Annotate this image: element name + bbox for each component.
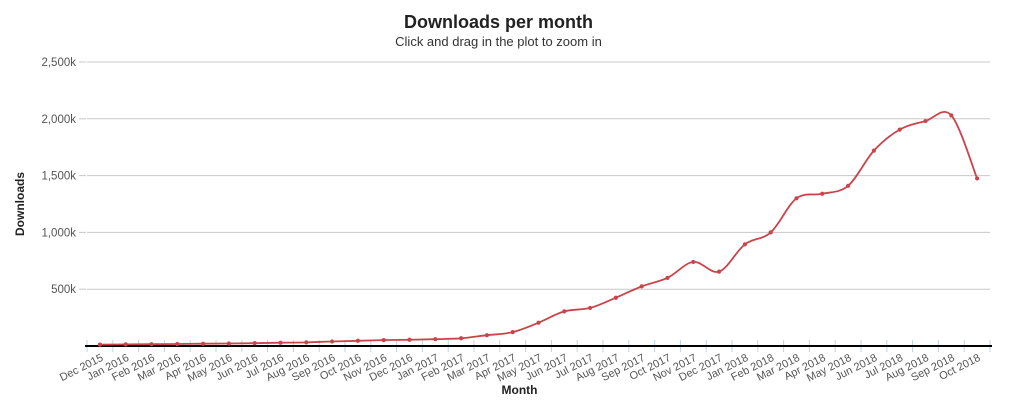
data-point-marker [355,338,360,343]
y-tick-label: 1,000k [41,227,76,239]
y-tick-label: 500k [51,284,76,296]
data-point-marker [949,113,954,118]
x-axis-title: Month [501,383,538,397]
data-point-marker [149,342,154,347]
data-point-marker [536,320,541,325]
gridlines [79,61,990,290]
data-point-marker [304,340,309,345]
data-point-marker [97,342,102,347]
chart-subtitle: Click and drag in the plot to zoom in [395,34,602,49]
series-line [99,111,978,346]
data-point-marker [175,341,180,347]
data-point-marker [381,337,386,343]
data-point-marker [846,183,851,188]
data-point-marker [871,148,877,153]
data-point-marker [691,259,696,265]
data-point-marker [510,330,515,335]
data-point-marker [459,336,464,341]
data-point-marker [433,337,438,342]
data-point-marker [484,333,489,338]
data-point-marker [768,230,773,235]
series-markers [97,113,980,347]
data-point-marker [278,340,283,345]
data-point-marker [897,127,902,132]
chart-title: Downloads per month [404,12,593,32]
y-tick-label: 1,500k [41,171,76,183]
data-point-marker [717,269,722,274]
y-tick-label: 2,000k [41,114,76,126]
y-tick-label: 2,500k [41,57,76,69]
data-point-marker [588,305,593,311]
data-point-marker [794,196,799,201]
y-axis-labels: 500k 1,000k 1,500k 2,000k 2,500k [41,57,76,296]
data-point-marker [123,342,128,347]
data-point-marker [562,309,567,314]
data-point-marker [665,275,670,280]
data-point-marker [975,176,980,181]
data-point-marker [923,118,928,124]
data-point-marker [201,341,206,346]
data-point-marker [330,339,335,344]
data-point-marker [252,341,257,346]
data-point-marker [613,295,619,300]
data-point-marker [742,242,748,247]
data-point-marker [820,191,825,196]
data-point-marker [226,341,231,346]
data-point-marker [407,337,412,342]
data-point-marker [639,284,644,289]
